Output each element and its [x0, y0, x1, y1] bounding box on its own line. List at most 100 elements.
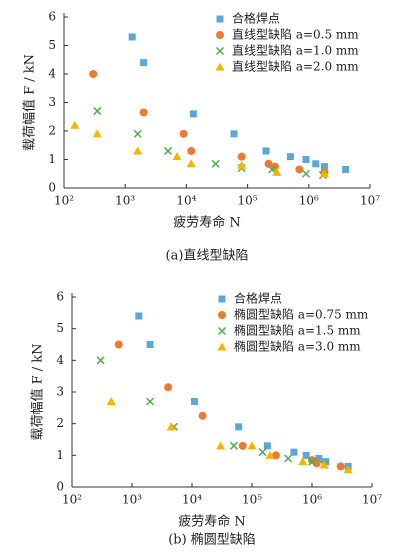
point — [320, 163, 328, 171]
x-tick-label: 10⁴ — [182, 493, 202, 507]
point — [290, 448, 298, 456]
y-tick-label: 6 — [48, 10, 56, 24]
point — [298, 457, 308, 466]
point — [343, 465, 353, 474]
point — [70, 120, 80, 129]
legend-marker — [217, 342, 227, 351]
x-tick-label: 10³ — [122, 493, 142, 507]
point — [229, 441, 238, 450]
point — [133, 129, 142, 138]
point — [247, 441, 257, 450]
legend-label: 直线型缺陷 a=1.0 mm — [232, 43, 359, 58]
legend-marker — [217, 326, 227, 336]
legend-label: 直线型缺陷 a=0.5 mm — [232, 27, 359, 42]
point — [172, 152, 182, 161]
point — [96, 356, 105, 365]
y-tick-label: 3 — [56, 385, 64, 399]
x-axis-title: 疲劳寿命 N — [173, 215, 241, 231]
point — [265, 450, 275, 459]
x-tick-label: 10² — [54, 194, 74, 208]
point — [139, 108, 148, 117]
point — [284, 454, 293, 463]
point — [187, 146, 196, 155]
legend-marker — [215, 62, 225, 71]
point — [216, 441, 226, 450]
point — [271, 451, 280, 460]
legend-marker — [216, 15, 224, 23]
x-tick-label: 10⁵ — [242, 493, 262, 507]
point — [230, 130, 238, 138]
legend-label: 椭圆型缺陷 a=0.75 mm — [234, 307, 369, 322]
y-tick-label: 3 — [48, 95, 56, 109]
x-tick-label: 10⁶ — [302, 493, 322, 507]
point — [146, 341, 154, 348]
point — [312, 160, 320, 168]
point — [133, 146, 143, 155]
y-tick-label: 1 — [56, 448, 64, 462]
legend-marker — [215, 46, 225, 56]
point — [135, 312, 143, 320]
legend-marker — [218, 295, 226, 303]
point — [307, 457, 317, 466]
x-tick-label: 10⁷ — [362, 493, 382, 507]
point — [211, 159, 220, 168]
point — [89, 70, 98, 78]
point — [263, 442, 271, 450]
legend-label: 椭圆型缺陷 a=1.5 mm — [234, 323, 361, 338]
point — [319, 169, 329, 178]
point — [164, 383, 173, 392]
legend-label: 椭圆型缺陷 a=3.0 mm — [234, 339, 361, 354]
y-tick-label: 5 — [48, 38, 56, 52]
x-tick-label: 10⁶ — [299, 194, 319, 208]
y-axis-title: 载荷幅值 F / kN — [22, 54, 38, 151]
y-tick-label: 1 — [48, 152, 56, 166]
point — [190, 398, 198, 405]
y-tick-label: 6 — [56, 290, 64, 304]
point — [262, 147, 270, 155]
y-tick-label: 2 — [48, 124, 56, 138]
x-tick-label: 10² — [62, 493, 82, 507]
y-tick-label: 4 — [56, 353, 64, 367]
point — [128, 33, 136, 41]
point — [163, 146, 173, 155]
y-axis-title: 载荷幅值 F / kN — [30, 343, 46, 440]
point — [92, 129, 102, 138]
caption: (b) 椭圆型缺陷 — [168, 532, 256, 548]
point — [295, 165, 304, 174]
legend-marker — [218, 311, 226, 319]
legend-label: 合格焊点 — [232, 11, 280, 26]
point — [238, 441, 247, 450]
point — [237, 160, 247, 169]
point — [106, 397, 116, 405]
point — [342, 165, 350, 173]
legend-label: 直线型缺陷 a=2.0 mm — [232, 59, 359, 74]
point — [258, 448, 267, 457]
x-tick-label: 10³ — [115, 194, 135, 208]
point — [166, 422, 176, 431]
x-tick-label: 10⁴ — [176, 194, 196, 208]
x-tick-label: 10⁷ — [360, 194, 380, 208]
point — [114, 340, 123, 349]
point — [140, 59, 148, 67]
legend-marker — [216, 31, 224, 39]
point — [93, 107, 102, 116]
point — [272, 167, 282, 176]
point — [336, 462, 345, 471]
y-tick-label: 2 — [56, 416, 64, 430]
legend-label: 合格焊点 — [234, 291, 282, 306]
y-tick-label: 5 — [56, 321, 64, 335]
point — [237, 152, 246, 161]
x-tick-label: 10⁵ — [238, 194, 258, 208]
caption: (a)直线型缺陷 — [166, 249, 249, 264]
point — [319, 460, 329, 469]
point — [146, 397, 155, 406]
point — [302, 156, 310, 163]
point — [264, 159, 273, 168]
point — [286, 153, 294, 161]
y-tick-label: 4 — [48, 67, 56, 81]
point — [301, 169, 311, 178]
point — [189, 110, 197, 118]
point — [322, 458, 330, 466]
point — [267, 165, 276, 174]
